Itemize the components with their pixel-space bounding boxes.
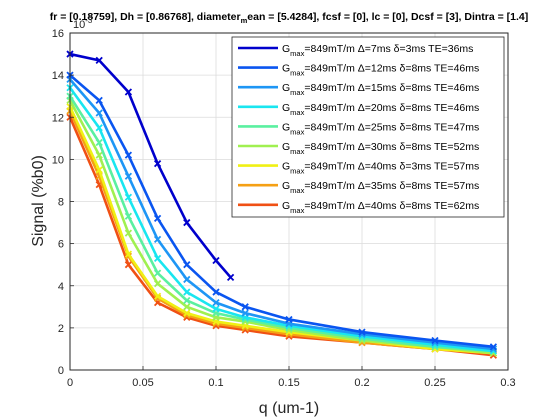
legend-entry: Gmax=849mT/m Δ=15ms δ=8ms TE=46ms (238, 82, 479, 97)
legend-entry: Gmax=849mT/m Δ=30ms δ=8ms TE=52ms (238, 141, 479, 156)
data-point (153, 254, 162, 263)
series-group (66, 50, 498, 359)
legend-label: Gmax=849mT/m Δ=25ms δ=8ms TE=47ms (282, 121, 479, 136)
legend-entry: Gmax=849mT/m Δ=7ms δ=3ms TE=36ms (238, 43, 473, 58)
legend-entry: Gmax=849mT/m Δ=35ms δ=8ms TE=57ms (238, 180, 479, 195)
x-tick-label: 0 (67, 377, 73, 389)
data-point (124, 250, 133, 258)
y-exponent-label: 10-3 (73, 16, 93, 31)
y-tick-label: 12 (52, 112, 64, 124)
data-point (212, 288, 220, 296)
x-tick-label: 0.2 (354, 377, 369, 389)
y-tick-label: 14 (52, 70, 64, 82)
x-tick-label: 0.1 (208, 377, 223, 389)
data-point (358, 328, 366, 336)
y-tick-label: 0 (58, 365, 64, 377)
data-point (241, 303, 249, 311)
data-point (95, 166, 103, 174)
data-point (124, 193, 133, 201)
legend-entry: Gmax=849mT/m Δ=20ms δ=8ms TE=46ms (238, 102, 479, 117)
data-point (95, 109, 103, 117)
y-tick-label: 16 (52, 28, 64, 40)
data-point (183, 275, 191, 284)
series-4 (66, 84, 498, 355)
legend-label: Gmax=849mT/m Δ=35ms δ=8ms TE=57ms (282, 180, 479, 195)
data-point (183, 296, 191, 305)
data-point (183, 261, 191, 269)
x-tick-label: 0.05 (132, 377, 153, 389)
legend-entry: Gmax=849mT/m Δ=25ms δ=8ms TE=47ms (238, 121, 479, 136)
data-point (153, 269, 162, 277)
y-tick-label: 10 (52, 154, 64, 166)
y-tick-label: 6 (58, 239, 64, 251)
ticks: 0 0.05 0.1 0.15 0.2 0.25 0.3 0 2 4 6 8 10 12 14 16 (52, 28, 516, 389)
legend-entry: Gmax=849mT/m Δ=40ms δ=8ms TE=62ms (238, 200, 479, 215)
series-1 (66, 50, 235, 281)
data-point (285, 315, 293, 324)
data-point (212, 298, 220, 307)
data-point (124, 88, 133, 96)
data-point (183, 309, 191, 317)
data-point (95, 96, 103, 105)
data-point (124, 212, 133, 220)
chart-title: fr = [0.18759], Dh = [0.86768], diameter… (50, 11, 529, 25)
data-point (183, 218, 191, 227)
data-point (226, 273, 235, 281)
legend-label: Gmax=849mT/m Δ=40ms δ=3ms TE=57ms (282, 161, 479, 176)
data-point (183, 288, 191, 296)
data-point (212, 305, 220, 313)
legend-label: Gmax=849mT/m Δ=7ms δ=3ms TE=36ms (282, 43, 473, 58)
legend-label: Gmax=849mT/m Δ=30ms δ=8ms TE=52ms (282, 141, 479, 156)
data-point (124, 151, 133, 159)
y-tick-label: 4 (58, 281, 64, 293)
data-point (95, 151, 103, 159)
data-point (153, 235, 162, 244)
y-tick-label: 2 (58, 323, 64, 335)
data-point (95, 124, 103, 132)
y-axis-label: Signal (%b0) (30, 155, 47, 247)
legend-label: Gmax=849mT/m Δ=20ms δ=8ms TE=46ms (282, 102, 479, 117)
y-tick-label: 8 (58, 197, 64, 209)
x-tick-label: 0.15 (278, 377, 299, 389)
data-point (95, 138, 103, 147)
data-point (153, 280, 162, 288)
data-point (153, 292, 162, 300)
data-point (153, 159, 162, 168)
legend-entry: Gmax=849mT/m Δ=40ms δ=3ms TE=57ms (238, 161, 479, 176)
legend-label: Gmax=849mT/m Δ=40ms δ=8ms TE=62ms (282, 200, 479, 215)
data-point (183, 303, 191, 311)
data-point (241, 309, 249, 317)
legend-label: Gmax=849mT/m Δ=15ms δ=8ms TE=46ms (282, 82, 479, 97)
x-axis-label: q (um-1) (259, 400, 319, 417)
data-point (95, 56, 103, 65)
data-point (124, 261, 133, 269)
data-point (124, 229, 133, 237)
x-tick-label: 0.25 (424, 377, 445, 389)
x-tick-label: 0.3 (500, 377, 515, 389)
data-point (489, 343, 498, 351)
data-point (124, 172, 133, 180)
data-point (212, 256, 220, 265)
data-point (431, 336, 439, 345)
legend-entry: Gmax=849mT/m Δ=12ms δ=8ms TE=46ms (238, 63, 479, 78)
legend-label: Gmax=849mT/m Δ=12ms δ=8ms TE=46ms (282, 63, 479, 78)
legend: Gmax=849mT/m Δ=7ms δ=3ms TE=36ms Gmax=849… (231, 36, 505, 218)
data-point (153, 214, 162, 222)
